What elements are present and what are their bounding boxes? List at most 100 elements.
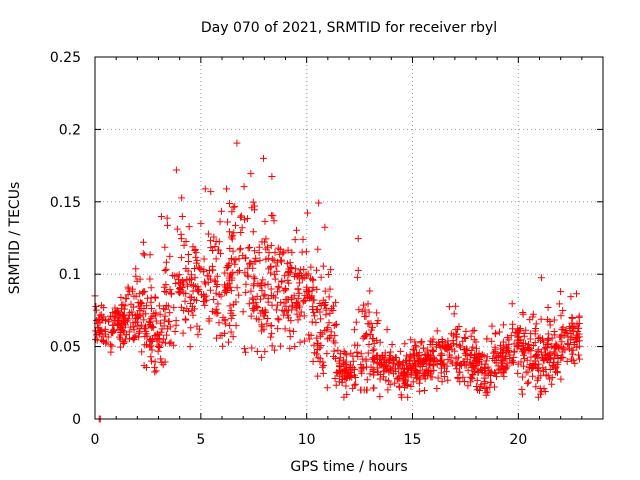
data-point	[325, 319, 333, 327]
data-point	[544, 330, 552, 338]
data-point	[177, 254, 185, 262]
data-point	[536, 333, 544, 341]
data-point	[95, 330, 103, 338]
data-point	[558, 338, 566, 346]
data-point	[242, 280, 250, 288]
data-point	[326, 285, 334, 293]
data-point	[433, 357, 441, 365]
data-point	[248, 344, 256, 352]
data-point	[212, 305, 220, 313]
data-point	[513, 333, 521, 341]
data-point	[423, 372, 431, 380]
data-point	[113, 322, 121, 330]
data-point	[254, 304, 262, 312]
data-point	[139, 288, 147, 296]
data-point	[200, 293, 208, 301]
data-point	[201, 185, 209, 193]
data-point	[193, 322, 201, 330]
data-point	[340, 393, 348, 401]
data-point	[300, 296, 308, 304]
data-point	[526, 335, 534, 343]
data-point	[537, 274, 545, 282]
data-point	[119, 301, 127, 309]
x-tick-label: 10	[298, 432, 316, 448]
data-point	[320, 301, 328, 309]
data-point	[120, 305, 128, 313]
data-point	[161, 267, 169, 275]
data-point	[487, 371, 495, 379]
data-point	[534, 364, 542, 372]
data-point	[177, 303, 185, 311]
data-point	[496, 328, 504, 336]
data-point	[453, 333, 461, 341]
data-point	[251, 202, 259, 210]
data-point	[157, 319, 165, 327]
data-point	[439, 359, 447, 367]
data-point	[309, 357, 317, 365]
data-point	[238, 224, 246, 232]
data-point	[179, 329, 187, 337]
data-point	[554, 354, 562, 362]
data-point	[96, 327, 104, 335]
data-point	[294, 301, 302, 309]
data-point	[391, 379, 399, 387]
data-point	[500, 372, 508, 380]
data-point	[418, 358, 426, 366]
data-point	[262, 255, 270, 263]
data-point	[139, 250, 147, 258]
data-point	[194, 285, 202, 293]
data-point	[343, 390, 351, 398]
data-point	[321, 287, 329, 295]
data-point	[383, 326, 391, 334]
data-point	[229, 311, 237, 319]
data-point	[319, 369, 327, 377]
data-point	[259, 154, 267, 162]
data-point	[228, 208, 236, 216]
data-point	[421, 354, 429, 362]
y-tick-label: 0.05	[50, 340, 81, 356]
data-point	[172, 166, 180, 174]
data-point	[155, 302, 163, 310]
data-point	[237, 212, 245, 220]
data-point	[357, 386, 365, 394]
data-point	[575, 333, 583, 341]
data-point	[132, 312, 140, 320]
data-point	[319, 262, 327, 270]
data-point	[162, 258, 170, 266]
data-point	[229, 232, 237, 240]
data-point	[163, 331, 171, 339]
data-point	[267, 333, 275, 341]
data-point	[573, 320, 581, 328]
data-point	[294, 316, 302, 324]
data-point	[360, 301, 368, 309]
data-point	[370, 345, 378, 353]
data-point	[186, 343, 194, 351]
data-point	[481, 365, 489, 373]
data-point	[213, 283, 221, 291]
data-point	[320, 362, 328, 370]
data-point	[161, 243, 169, 251]
data-point	[210, 233, 218, 241]
data-point	[557, 312, 565, 320]
data-point	[436, 343, 444, 351]
data-point	[261, 291, 269, 299]
data-point	[313, 266, 321, 274]
data-point	[472, 383, 480, 391]
data-point	[434, 374, 442, 382]
data-point	[305, 335, 313, 343]
data-point	[180, 241, 188, 249]
data-point	[314, 340, 322, 348]
data-point	[332, 298, 340, 306]
data-point	[540, 385, 548, 393]
data-point	[175, 289, 183, 297]
data-point	[162, 288, 170, 296]
data-point	[369, 347, 377, 355]
data-point	[365, 341, 373, 349]
data-point	[177, 235, 185, 243]
data-point	[158, 338, 166, 346]
data-point	[472, 354, 480, 362]
data-point	[400, 364, 408, 372]
data-point	[157, 355, 165, 363]
data-point	[445, 343, 453, 351]
data-point	[291, 270, 299, 278]
